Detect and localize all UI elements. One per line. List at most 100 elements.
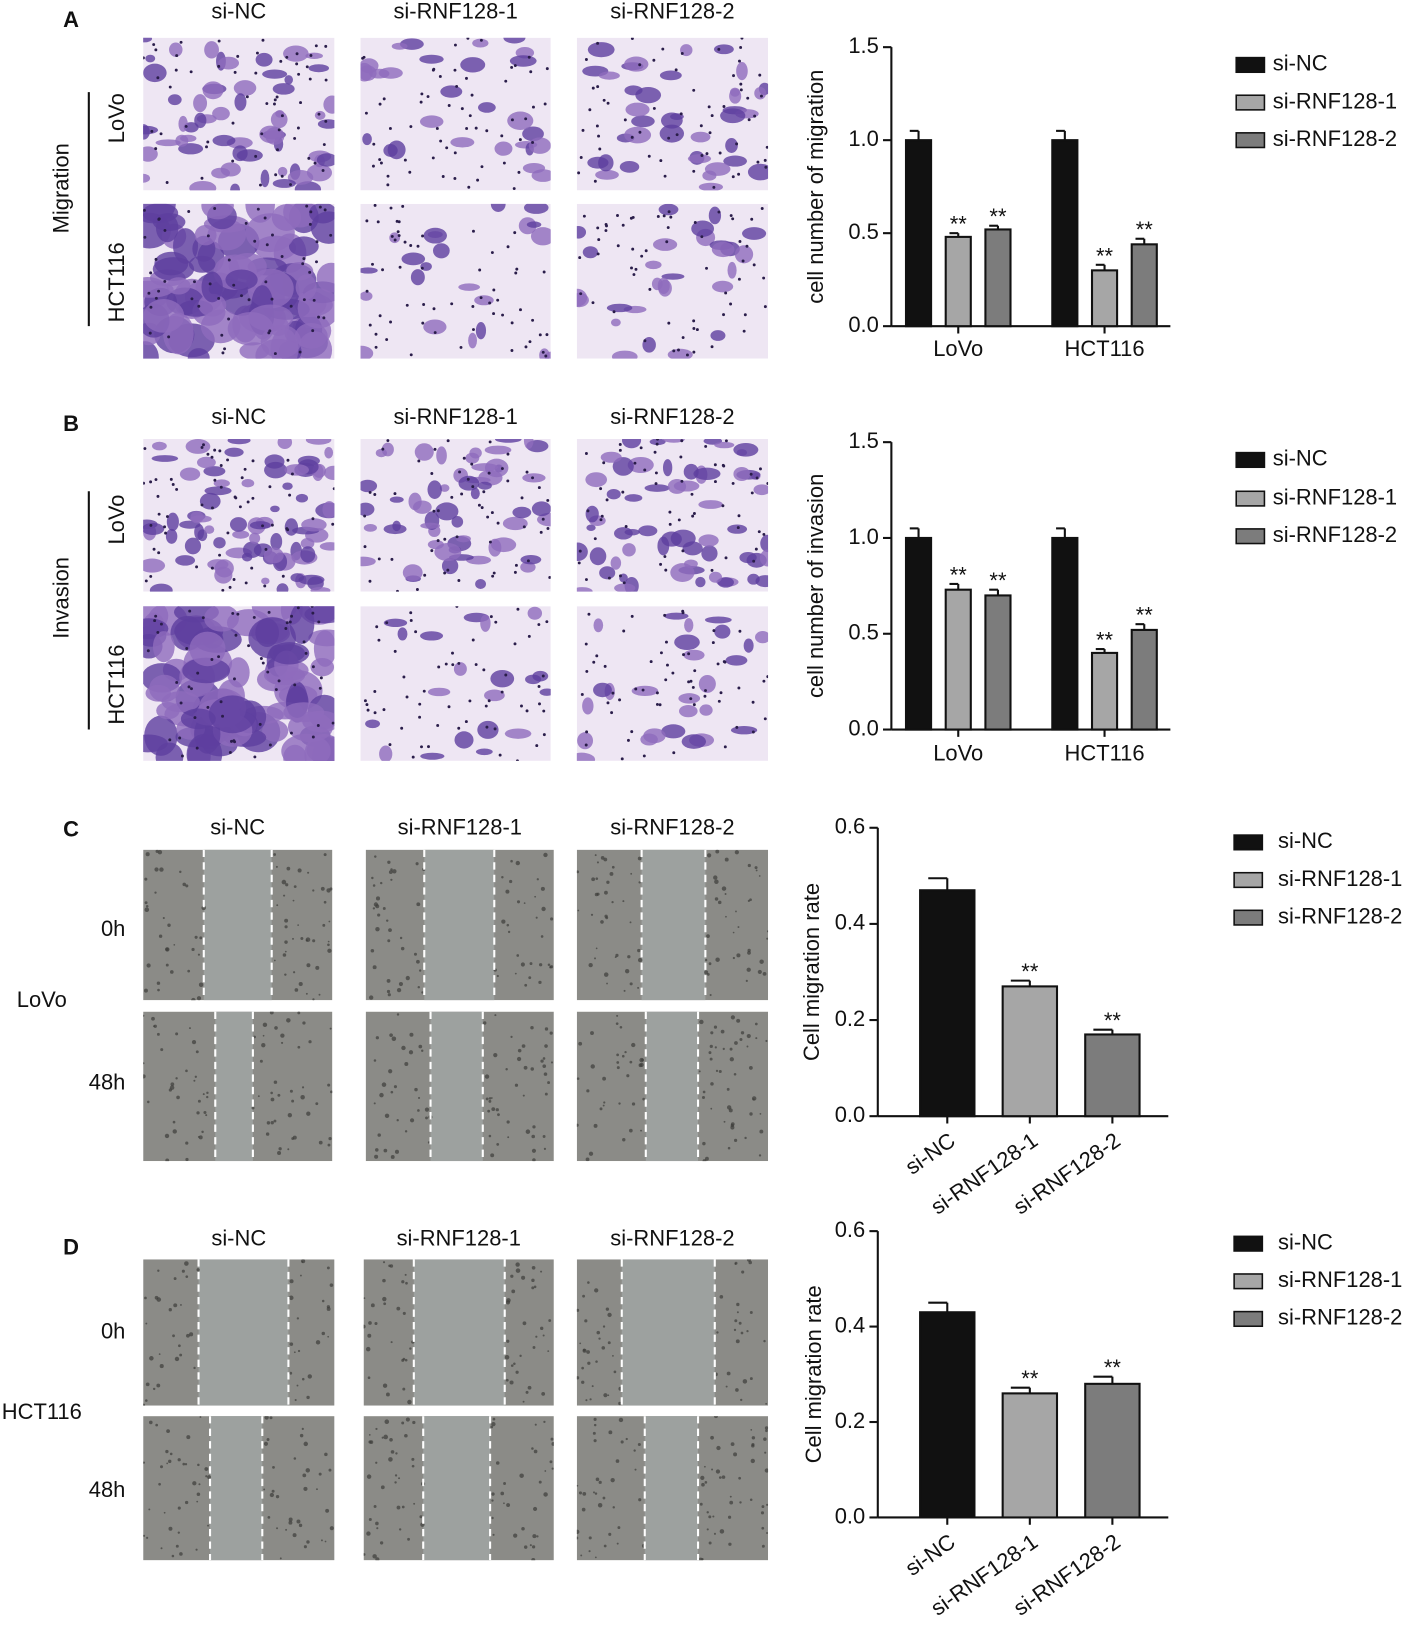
cell — [698, 534, 719, 547]
cell — [593, 1423, 597, 1427]
cell — [532, 1534, 537, 1539]
cell — [542, 1135, 546, 1138]
legend-swatch — [1235, 94, 1266, 111]
nucleus — [457, 579, 461, 582]
cell — [396, 1119, 399, 1122]
cell — [602, 1104, 605, 1107]
cell — [605, 916, 609, 920]
cell — [622, 543, 636, 557]
cell — [465, 452, 480, 464]
nucleus — [504, 673, 508, 677]
nucleus — [520, 496, 524, 500]
cell — [598, 1480, 602, 1484]
cell — [251, 1106, 255, 1110]
cell — [453, 662, 467, 676]
nucleus — [251, 459, 255, 463]
nucleus — [680, 51, 684, 55]
cell — [363, 1324, 366, 1329]
cell — [398, 981, 404, 987]
cell — [285, 883, 289, 887]
cell — [540, 1270, 543, 1273]
nucleus — [157, 217, 161, 221]
nucleus — [322, 143, 326, 146]
nucleus — [154, 478, 158, 482]
cell — [758, 1154, 762, 1157]
cell — [270, 533, 283, 551]
nucleus — [689, 697, 693, 701]
cell — [766, 937, 769, 940]
nucleus — [439, 139, 443, 143]
cell — [530, 1067, 534, 1071]
nucleus — [638, 130, 642, 134]
nucleus — [179, 40, 183, 44]
legend-label: si-NC — [1278, 1229, 1333, 1254]
nucleus — [388, 743, 392, 747]
nucleus — [713, 480, 717, 484]
column-label: si-RNF128-1 — [398, 815, 522, 840]
nucleus — [630, 730, 634, 734]
nucleus — [302, 640, 306, 644]
cell — [181, 1269, 185, 1273]
micrograph — [360, 203, 551, 359]
cell — [144, 877, 148, 881]
cell — [754, 1022, 758, 1026]
nucleus — [376, 220, 380, 224]
bar — [1130, 628, 1158, 731]
legend-label: si-RNF128-1 — [1273, 88, 1397, 113]
y-tick-label: 0.4 — [835, 1312, 866, 1337]
nucleus — [305, 204, 309, 208]
nucleus — [764, 165, 768, 169]
cell — [616, 1014, 619, 1017]
cell — [149, 1356, 154, 1361]
nucleus — [610, 711, 614, 715]
nucleus — [687, 680, 691, 684]
cell — [394, 1149, 399, 1154]
cell — [754, 86, 767, 100]
cell — [576, 1308, 580, 1312]
cell — [488, 1099, 492, 1103]
nucleus — [584, 642, 588, 646]
nucleus — [416, 244, 420, 248]
cell — [158, 1353, 161, 1356]
cell — [624, 56, 649, 72]
cell — [587, 42, 615, 58]
nucleus — [332, 487, 335, 491]
cell — [603, 857, 608, 862]
cell — [272, 83, 295, 95]
nucleus — [531, 318, 535, 322]
cell — [373, 1504, 377, 1508]
nucleus — [193, 280, 196, 284]
nucleus — [385, 338, 389, 341]
cell — [227, 312, 274, 346]
nucleus — [405, 303, 409, 307]
cell — [319, 542, 335, 551]
cell — [158, 934, 163, 938]
nucleus — [373, 690, 377, 693]
nucleus — [579, 292, 583, 296]
cell — [259, 125, 282, 143]
cell — [194, 224, 217, 246]
cell — [533, 1506, 538, 1512]
cell — [205, 1114, 208, 1117]
nucleus — [447, 104, 451, 107]
cell — [622, 900, 625, 903]
cell — [204, 41, 219, 59]
nucleus — [280, 174, 284, 178]
cell — [715, 1069, 719, 1073]
nucleus — [465, 126, 469, 130]
cell — [523, 439, 534, 449]
nucleus — [485, 129, 489, 133]
nucleus — [585, 669, 589, 673]
cell — [153, 1025, 155, 1028]
nucleus — [679, 112, 683, 116]
nucleus — [663, 555, 667, 559]
nucleus — [217, 655, 221, 659]
cell — [623, 989, 626, 992]
nucleus — [700, 154, 704, 157]
nucleus — [578, 256, 582, 260]
cell — [698, 674, 716, 693]
cell — [402, 1357, 406, 1361]
cell — [503, 1482, 507, 1485]
cell — [759, 1112, 762, 1115]
cell — [491, 1499, 494, 1502]
